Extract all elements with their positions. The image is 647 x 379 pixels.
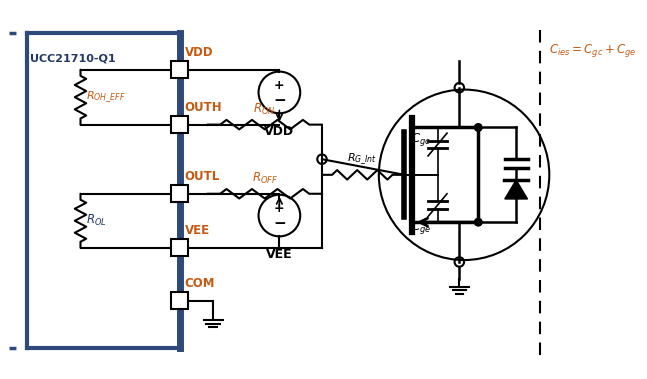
Circle shape	[474, 124, 482, 131]
Text: VDD: VDD	[265, 125, 294, 138]
Text: −: −	[273, 92, 286, 108]
Text: COM: COM	[184, 277, 215, 290]
Text: $R_{ON}$: $R_{ON}$	[254, 102, 276, 117]
Text: $C_{ge}$: $C_{ge}$	[411, 219, 431, 236]
Bar	[171, 292, 188, 309]
Text: OUTH: OUTH	[184, 101, 223, 114]
Text: UCC21710-Q1: UCC21710-Q1	[30, 53, 116, 64]
Text: $R_{OH\_EFF}$: $R_{OH\_EFF}$	[86, 89, 126, 105]
Text: $R_{OL}$: $R_{OL}$	[86, 213, 107, 228]
Bar	[171, 185, 188, 202]
Text: $R_{G\_Int}$: $R_{G\_Int}$	[347, 152, 377, 167]
Bar	[171, 61, 188, 78]
Text: VEE: VEE	[184, 224, 210, 237]
Bar	[171, 116, 188, 133]
Text: −: −	[273, 216, 286, 230]
Text: OUTL: OUTL	[184, 170, 220, 183]
Text: $R_{OFF}$: $R_{OFF}$	[252, 171, 278, 186]
Text: $C_{ies}=C_{gc}+C_{ge}$: $C_{ies}=C_{gc}+C_{ge}$	[549, 42, 637, 59]
Text: +: +	[274, 202, 285, 215]
Text: $C_{gc}$: $C_{gc}$	[411, 131, 431, 148]
Circle shape	[474, 218, 482, 226]
Polygon shape	[505, 180, 527, 199]
Text: VDD: VDD	[184, 46, 214, 59]
Bar	[171, 239, 188, 256]
Text: +: +	[274, 79, 285, 92]
Text: VEE: VEE	[266, 248, 292, 261]
